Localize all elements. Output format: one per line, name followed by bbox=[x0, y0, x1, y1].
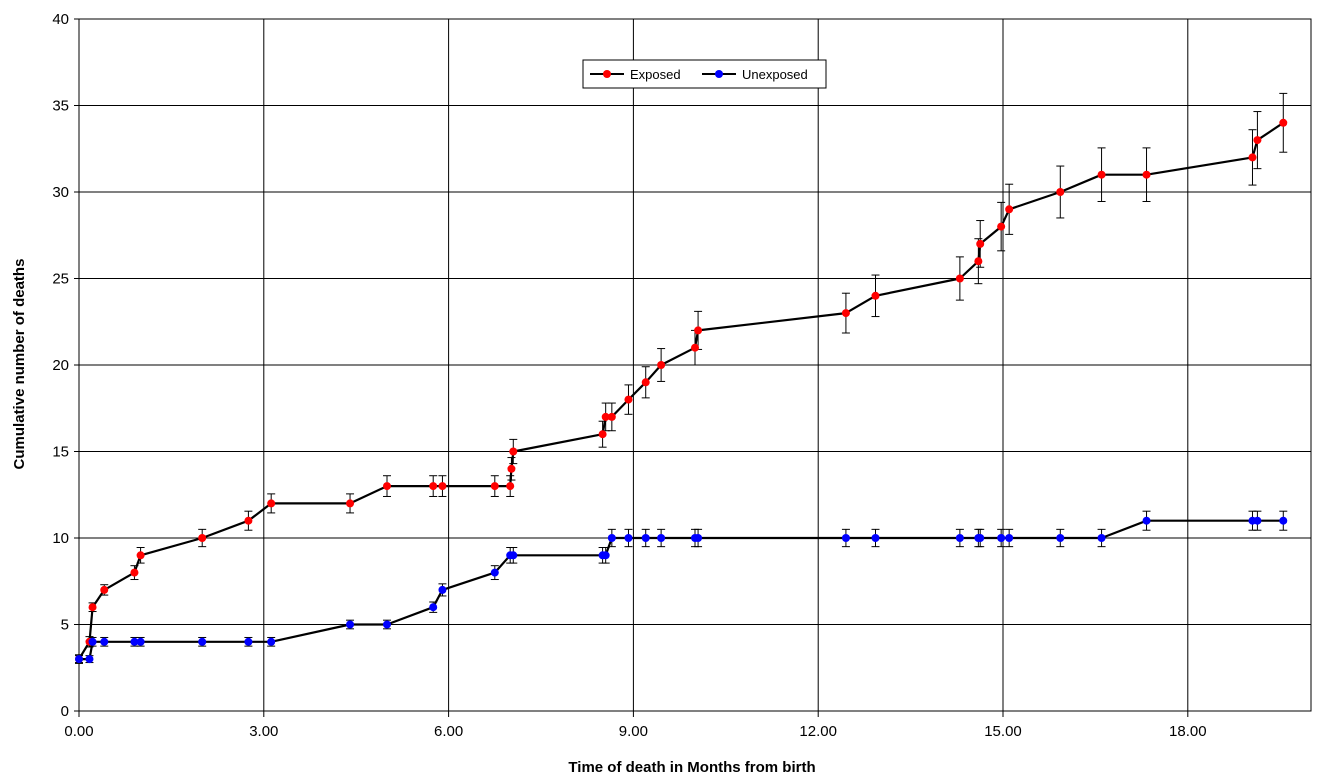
data-point-exposed bbox=[842, 309, 850, 317]
legend-marker-exposed bbox=[603, 70, 611, 78]
data-point-exposed bbox=[509, 448, 517, 456]
data-point-unexposed bbox=[842, 534, 850, 542]
x-tick-label: 12.00 bbox=[799, 723, 837, 740]
data-point-unexposed bbox=[438, 586, 446, 594]
data-point-exposed bbox=[1098, 171, 1106, 179]
x-tick-label: 18.00 bbox=[1169, 723, 1207, 740]
data-point-exposed bbox=[198, 534, 206, 542]
data-point-exposed bbox=[346, 499, 354, 507]
data-point-unexposed bbox=[244, 638, 252, 646]
data-point-exposed bbox=[976, 240, 984, 248]
data-point-unexposed bbox=[100, 638, 108, 646]
data-point-exposed bbox=[130, 569, 138, 577]
data-point-exposed bbox=[89, 603, 97, 611]
data-point-exposed bbox=[491, 482, 499, 490]
data-point-exposed bbox=[429, 482, 437, 490]
data-point-exposed bbox=[244, 517, 252, 525]
data-point-exposed bbox=[100, 586, 108, 594]
data-point-unexposed bbox=[89, 638, 97, 646]
data-point-exposed bbox=[383, 482, 391, 490]
data-point-unexposed bbox=[1056, 534, 1064, 542]
data-point-exposed bbox=[1056, 188, 1064, 196]
y-tick-label: 15 bbox=[52, 444, 69, 461]
data-point-exposed bbox=[997, 223, 1005, 231]
data-point-unexposed bbox=[976, 534, 984, 542]
data-point-unexposed bbox=[657, 534, 665, 542]
legend-marker-unexposed bbox=[715, 70, 723, 78]
data-point-exposed bbox=[438, 482, 446, 490]
data-point-exposed bbox=[1248, 153, 1256, 161]
data-point-exposed bbox=[956, 275, 964, 283]
data-point-exposed bbox=[642, 378, 650, 386]
y-tick-label: 20 bbox=[52, 357, 69, 374]
data-point-unexposed bbox=[75, 655, 83, 663]
data-point-unexposed bbox=[694, 534, 702, 542]
data-point-unexposed bbox=[85, 655, 93, 663]
data-point-unexposed bbox=[1253, 517, 1261, 525]
data-point-unexposed bbox=[608, 534, 616, 542]
data-point-unexposed bbox=[198, 638, 206, 646]
y-tick-label: 25 bbox=[52, 271, 69, 288]
x-axis-title: Time of death in Months from birth bbox=[568, 759, 815, 776]
data-point-unexposed bbox=[602, 551, 610, 559]
data-point-unexposed bbox=[346, 621, 354, 629]
data-point-exposed bbox=[694, 326, 702, 334]
y-tick-label: 0 bbox=[61, 703, 69, 720]
data-point-unexposed bbox=[624, 534, 632, 542]
data-point-exposed bbox=[657, 361, 665, 369]
x-tick-label: 6.00 bbox=[434, 723, 463, 740]
data-point-exposed bbox=[1279, 119, 1287, 127]
y-tick-label: 10 bbox=[52, 530, 69, 547]
data-point-exposed bbox=[871, 292, 879, 300]
data-point-unexposed bbox=[871, 534, 879, 542]
data-point-unexposed bbox=[491, 569, 499, 577]
chart-legend: Exposed Unexposed bbox=[583, 60, 826, 88]
x-tick-label: 0.00 bbox=[64, 723, 93, 740]
data-point-unexposed bbox=[429, 603, 437, 611]
y-tick-label: 35 bbox=[52, 98, 69, 115]
data-point-exposed bbox=[599, 430, 607, 438]
x-tick-label: 9.00 bbox=[619, 723, 648, 740]
data-point-unexposed bbox=[642, 534, 650, 542]
data-point-exposed bbox=[1005, 205, 1013, 213]
data-point-unexposed bbox=[1279, 517, 1287, 525]
data-point-exposed bbox=[267, 499, 275, 507]
data-point-unexposed bbox=[1098, 534, 1106, 542]
legend-label-unexposed: Unexposed bbox=[742, 67, 808, 82]
x-tick-label: 3.00 bbox=[249, 723, 278, 740]
data-point-unexposed bbox=[267, 638, 275, 646]
data-point-exposed bbox=[506, 482, 514, 490]
data-point-unexposed bbox=[956, 534, 964, 542]
data-point-exposed bbox=[137, 551, 145, 559]
y-tick-label: 40 bbox=[52, 11, 69, 28]
data-point-exposed bbox=[1143, 171, 1151, 179]
data-point-unexposed bbox=[997, 534, 1005, 542]
data-point-exposed bbox=[624, 396, 632, 404]
data-point-exposed bbox=[1253, 136, 1261, 144]
data-point-unexposed bbox=[137, 638, 145, 646]
data-point-unexposed bbox=[509, 551, 517, 559]
data-point-exposed bbox=[507, 465, 515, 473]
data-point-unexposed bbox=[383, 621, 391, 629]
legend-label-exposed: Exposed bbox=[630, 67, 681, 82]
data-point-unexposed bbox=[1005, 534, 1013, 542]
y-tick-label: 5 bbox=[61, 617, 69, 634]
data-point-unexposed bbox=[1143, 517, 1151, 525]
x-tick-label: 15.00 bbox=[984, 723, 1022, 740]
data-point-exposed bbox=[974, 257, 982, 265]
data-point-exposed bbox=[691, 344, 699, 352]
data-point-exposed bbox=[608, 413, 616, 421]
y-axis-title: Cumulative number of deaths bbox=[11, 259, 28, 470]
y-tick-label: 30 bbox=[52, 184, 69, 201]
